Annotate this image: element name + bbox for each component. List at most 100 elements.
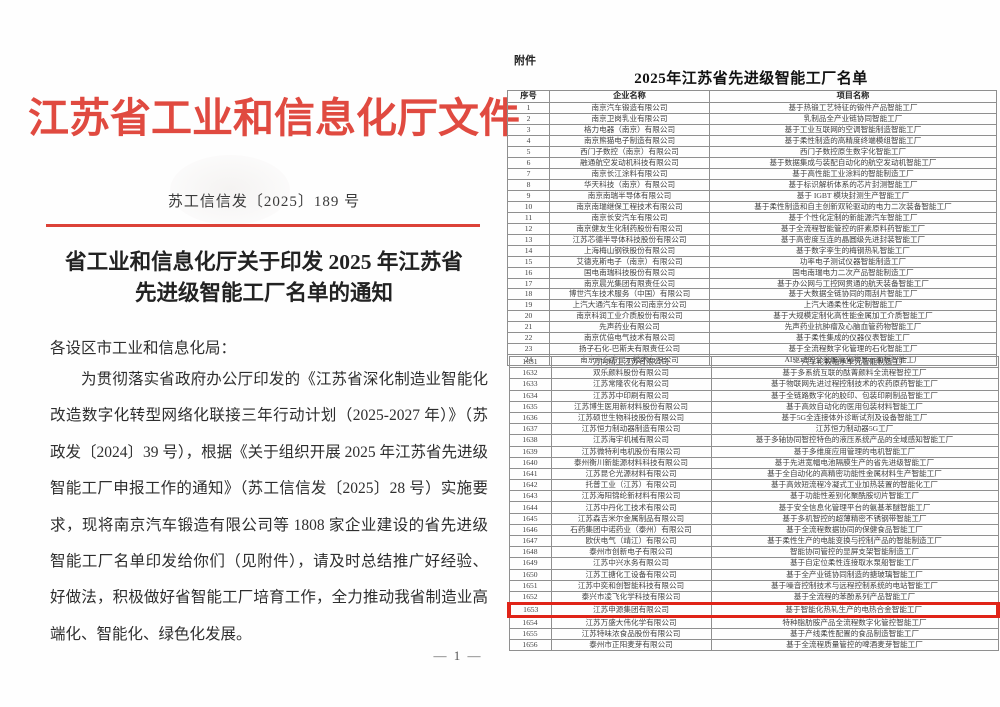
row-project: 基于5G全连接体外诊断试剂及设备智能工厂 xyxy=(710,411,999,425)
row-project: 特种脂肪胺产品全流程数字化管控智能工厂 xyxy=(710,615,999,629)
row-company: 南京南瑞继保工程技术有限公司 xyxy=(549,200,710,213)
attachment-label: 附件 xyxy=(514,55,536,67)
notice-title: 省工业和信息化厅关于印发 2025 年江苏省 先进级智能工厂名单的通知 xyxy=(38,247,490,309)
table-row: 10 南京南瑞继保工程技术有限公司 基于柔性制造和自主创新双轮驱动的电力二次装备智能… xyxy=(507,200,997,213)
row-project: 基于全流程数据协同的保健食品智能工厂 xyxy=(710,523,999,537)
row-no: 13 xyxy=(507,233,550,246)
row-company: 江苏微特利电机股份有限公司 xyxy=(550,445,712,458)
row-no: 1634 xyxy=(508,389,552,402)
row-project: 基于工业互联网的空调智能制造智能工厂 xyxy=(709,123,997,136)
row-no: 18 xyxy=(507,288,550,301)
notice-body-paragraph: 为贯彻落实省政府办公厅印发的《江苏省深化制造业智能化改造数字化转型网络化联接三年… xyxy=(50,371,488,643)
row-company: 托普工业（江苏）有限公司 xyxy=(550,479,712,492)
row-project: 基于安全信息化管理平台的氨基苯醚智能工厂 xyxy=(710,501,999,514)
row-project: 基于功能性差别化聚酰胺切片智能工厂 xyxy=(710,490,999,503)
row-project: 基于柔性集成的仪器仪表智能工厂 xyxy=(709,332,997,345)
table-row: 1646 石药集团中诺药业（泰州）有限公司 基于全流程数据协同的保健食品智能工厂 xyxy=(508,523,999,537)
table-row: 18 博世汽车技术服务（中国）有限公司 基于大数据全链协同的雨刮片智能工厂 xyxy=(507,288,997,301)
row-no: 6 xyxy=(507,156,550,169)
row-no: 4 xyxy=(507,134,550,147)
row-no: 1639 xyxy=(508,445,552,458)
row-project: 基于大规模定制化高性能金属加工介质智能工厂 xyxy=(709,310,997,323)
factory-list-title: 2025年江苏省先进级智能工厂名单 xyxy=(634,71,868,87)
table-row: 1656 泰州市正阳麦芽有限公司 基于全流程质量管控的啤酒麦芽智能工厂 xyxy=(508,639,999,652)
row-company: 泰兴市凌飞化学科技有限公司 xyxy=(550,590,712,604)
row-company: 博世汽车技术服务（中国）有限公司 xyxy=(549,288,710,301)
row-company: 江苏昆仑光源材料有限公司 xyxy=(550,467,712,481)
row-no: 1647 xyxy=(508,534,552,548)
row-company: 石药集团中诺药业（泰州）有限公司 xyxy=(550,523,712,537)
row-no: 1646 xyxy=(508,523,552,537)
row-no: 1642 xyxy=(508,479,552,492)
row-project: 基于柔性生产的电能变换与控制产品的智能制造工厂 xyxy=(710,534,999,548)
notice-title-line2: 先进级智能工厂名单的通知 xyxy=(134,281,393,305)
table-row: 4 南京熊猫电子制造有限公司 基于柔性制造的高精度终端模组智能工厂 xyxy=(507,134,997,147)
row-no: 2 xyxy=(507,112,550,125)
row-project: 基于全自动化的高精密功能性金属材料生产智能工厂 xyxy=(710,467,999,481)
row-no: 17 xyxy=(507,277,550,290)
table-row: 1640 泰州衡川新能源材料科技有限公司 基于先进宽幅电池隔膜生产的省先进级智能工厂 xyxy=(508,456,999,469)
row-company: 泰州市创新电子有限公司 xyxy=(550,546,712,559)
row-company: 南京健友生化制药股份有限公司 xyxy=(549,222,710,235)
row-company: 江苏海宇机械有限公司 xyxy=(550,434,712,447)
row-company: 先声药业有限公司 xyxy=(549,321,710,334)
row-project: 基于多机智控的超薄精密不锈钢带智能工厂 xyxy=(710,512,999,525)
table-row: 1635 江苏博生医用新材料股份有限公司 基于高效自动化的医用包装材料智能工厂 xyxy=(508,400,999,413)
row-company: 格力电器（南京）有限公司 xyxy=(549,123,710,136)
document-number: 苏工信信发〔2025〕189 号 xyxy=(167,194,361,210)
table-row: 2 南京卫岗乳业有限公司 乳制品全产业链协同智能工厂 xyxy=(507,112,997,125)
row-project: 基于自定位柔性连接取水泵船智能工厂 xyxy=(710,557,999,570)
row-company: 南京汽车锻造有限公司 xyxy=(549,102,710,114)
row-no: 1637 xyxy=(508,423,552,436)
table-row: 1641 江苏昆仑光源材料有限公司 基于全自动化的高精密功能性金属材料生产智能工厂 xyxy=(508,467,999,481)
factory-table-page2: 1631 万向精工江苏有限公司 汽车轮毂轴承单元智能制造工厂 1632 双乐颜料股份有限… xyxy=(507,355,1000,652)
row-project: 基于多轴协同智控特色的液压系统产品的全域感知智能工厂 xyxy=(710,434,999,447)
row-no: 1655 xyxy=(508,627,552,641)
table-row: 1651 江苏中奕和创智能科技有限公司 基于噪音控制技术与远程控制系统的电站智能工厂 xyxy=(508,579,999,592)
row-no: 1645 xyxy=(508,512,552,525)
table-row: 8 华天科技（南京）有限公司 基于标识解析体系的芯片封测智能工厂 xyxy=(507,178,997,191)
row-company: 泰州衡川新能源材料科技有限公司 xyxy=(550,456,712,469)
row-project: 基于高性能工业涂料的智能制造工厂 xyxy=(709,167,997,180)
row-company: 江苏中丹化工技术有限公司 xyxy=(550,501,712,514)
row-company: 江苏工搪化工设备有限公司 xyxy=(550,568,712,581)
row-company: 融通航空发动机科技有限公司 xyxy=(549,156,710,169)
row-project: 基于全链路数字化的胶印、包装印刷制品智能工厂 xyxy=(710,389,999,402)
table-row: 23 扬子石化-巴斯夫有限责任公司 基于全流程数字化管理的石化智能工厂 xyxy=(507,343,997,356)
row-project: 基于办公网与工控网贯通的航天装备智能工厂 xyxy=(709,277,997,290)
row-company: 艾德克斯电子（南京）有限公司 xyxy=(549,255,710,268)
row-project: 基于高效自动化的医用包装材料智能工厂 xyxy=(710,400,999,413)
row-project: 国电南瑞电力二次产品智能制造工厂 xyxy=(709,266,997,279)
row-no: 7 xyxy=(507,167,550,180)
table-row: 5 西门子数控（南京）有限公司 西门子数控原生数字化智能工厂 xyxy=(507,145,997,158)
row-no: 1653 xyxy=(507,601,552,618)
row-company: 南京科润工业介质股份有限公司 xyxy=(549,310,710,323)
row-no: 1636 xyxy=(508,411,552,425)
row-company: 国电南瑞科技股份有限公司 xyxy=(549,266,710,279)
row-no: 1640 xyxy=(508,456,552,469)
row-no: 1654 xyxy=(508,615,552,629)
seal-showthrough xyxy=(170,155,290,225)
row-no: 1652 xyxy=(508,590,552,604)
notice-title-line1: 省工业和信息化厅关于印发 2025 年江苏省 xyxy=(65,250,463,274)
table-row: 1642 托普工业（江苏）有限公司 基于高效短流程冷凝式工业加热装置的智能化工厂 xyxy=(508,479,999,492)
row-no: 16 xyxy=(507,266,550,279)
row-company: 江苏万盛大伟化学有限公司 xyxy=(550,615,712,629)
row-project: 基于先进宽幅电池隔膜生产的省先进级智能工厂 xyxy=(710,456,999,469)
row-no: 10 xyxy=(507,200,550,213)
row-project: 基于个性化定制的新能源汽车智能工厂 xyxy=(709,211,997,224)
table-row: 17 南京晨光集团有限责任公司 基于办公网与工控网贯通的航天装备智能工厂 xyxy=(507,277,997,290)
table-row: 16 国电南瑞科技股份有限公司 国电南瑞电力二次产品智能制造工厂 xyxy=(507,266,997,279)
row-company: 欧伏电气（靖江）有限公司 xyxy=(550,534,712,548)
row-no: 1651 xyxy=(508,579,552,592)
page-number: — 1 — xyxy=(433,648,483,663)
row-company: 江苏苏中印刷有限公司 xyxy=(550,389,712,402)
row-project: 基于标识解析体系的芯片封测智能工厂 xyxy=(709,178,997,191)
row-project: 基于多系统互联的酞菁颜料全流程智控工厂 xyxy=(710,367,999,380)
agency-letterhead-title: 江苏省工业和信息化厅文件 xyxy=(28,95,520,141)
row-project: 基于全流程智能管控的肝素原料药智能工厂 xyxy=(709,222,997,235)
row-no: 1 xyxy=(507,102,550,114)
table-row: 1639 江苏微特利电机股份有限公司 基于多维度应用管理的电机智能工厂 xyxy=(508,445,999,458)
row-project: 基于热锻工艺特征的锻件产品智能工厂 xyxy=(709,102,997,114)
row-company: 江苏硕世生物科技股份有限公司 xyxy=(550,411,712,425)
